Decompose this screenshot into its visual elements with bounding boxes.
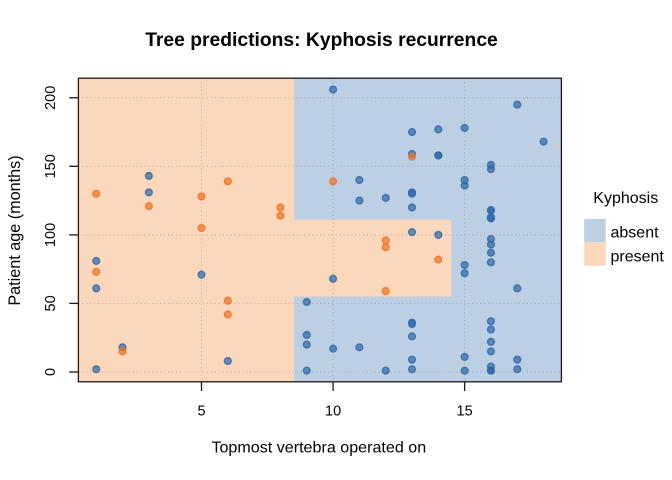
svg-text:absent: absent — [611, 225, 660, 242]
svg-text:150: 150 — [43, 154, 59, 178]
svg-text:present: present — [611, 249, 665, 266]
svg-text:0: 0 — [43, 368, 59, 376]
svg-text:15: 15 — [457, 403, 473, 419]
svg-text:Patient age (months): Patient age (months) — [6, 155, 24, 305]
svg-text:Kyphosis: Kyphosis — [593, 190, 658, 207]
svg-text:Tree predictions: Kyphosis rec: Tree predictions: Kyphosis recurrence — [145, 30, 498, 51]
svg-text:200: 200 — [43, 86, 59, 110]
svg-text:10: 10 — [325, 403, 341, 419]
svg-text:Topmost vertebra operated on: Topmost vertebra operated on — [211, 439, 426, 457]
svg-text:5: 5 — [197, 403, 205, 419]
svg-text:50: 50 — [43, 295, 59, 311]
svg-text:100: 100 — [43, 223, 59, 247]
